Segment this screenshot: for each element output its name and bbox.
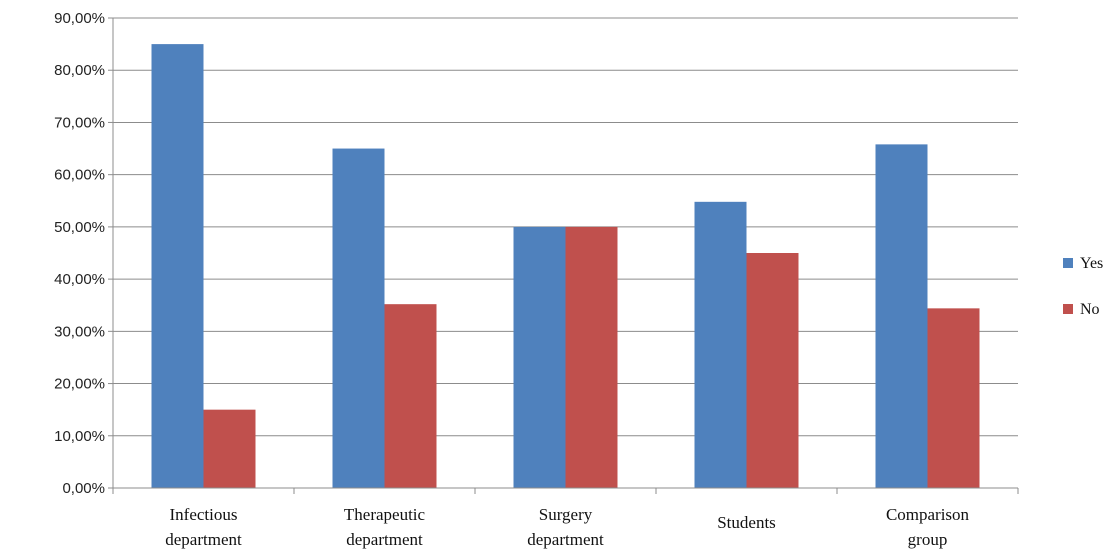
x-category-label: Infectious	[170, 505, 238, 524]
x-category-label: Surgery	[539, 505, 593, 524]
x-axis-labels: Infectious department Therapeutic departmen…	[165, 505, 969, 549]
x-category-label: Students	[717, 513, 776, 532]
y-tick-label: 40,00%	[54, 271, 105, 288]
legend-label-no: No	[1080, 301, 1100, 318]
legend-swatch-yes	[1063, 258, 1073, 268]
bar-no	[746, 253, 799, 488]
y-tick-label: 10,00%	[54, 428, 105, 445]
x-category-label: department	[346, 530, 423, 549]
x-category-label: department	[165, 530, 242, 549]
x-category-label: Therapeutic	[344, 505, 426, 524]
bar-yes	[875, 144, 928, 488]
bar-yes	[513, 226, 566, 488]
y-tick-label: 30,00%	[54, 323, 105, 340]
bar-no	[565, 226, 618, 488]
bars	[151, 44, 980, 489]
y-tick-label: 90,00%	[54, 10, 105, 27]
bar-no	[384, 304, 437, 488]
x-axis	[112, 18, 1019, 494]
bar-yes	[694, 201, 747, 489]
bar-no	[203, 409, 256, 488]
y-tick-label: 20,00%	[54, 376, 105, 393]
y-tick-label: 80,00%	[54, 62, 105, 79]
y-tick-label: 0,00%	[62, 480, 105, 497]
y-tick-label: 70,00%	[54, 114, 105, 131]
x-category-label: group	[908, 530, 948, 549]
x-category-label: department	[527, 530, 604, 549]
bar-yes	[151, 44, 204, 488]
legend-swatch-no	[1063, 304, 1073, 314]
legend: Yes No	[1063, 255, 1103, 318]
bar-no	[927, 308, 980, 488]
bar-yes	[332, 148, 385, 489]
legend-label-yes: Yes	[1080, 255, 1103, 272]
y-tick-label: 50,00%	[54, 219, 105, 236]
y-tick-label: 60,00%	[54, 167, 105, 184]
y-axis-ticks: 0,00% 10,00% 20,00% 30,00% 40,00% 50,00% 60,00…	[54, 10, 113, 497]
x-category-label: Comparison	[886, 505, 970, 524]
